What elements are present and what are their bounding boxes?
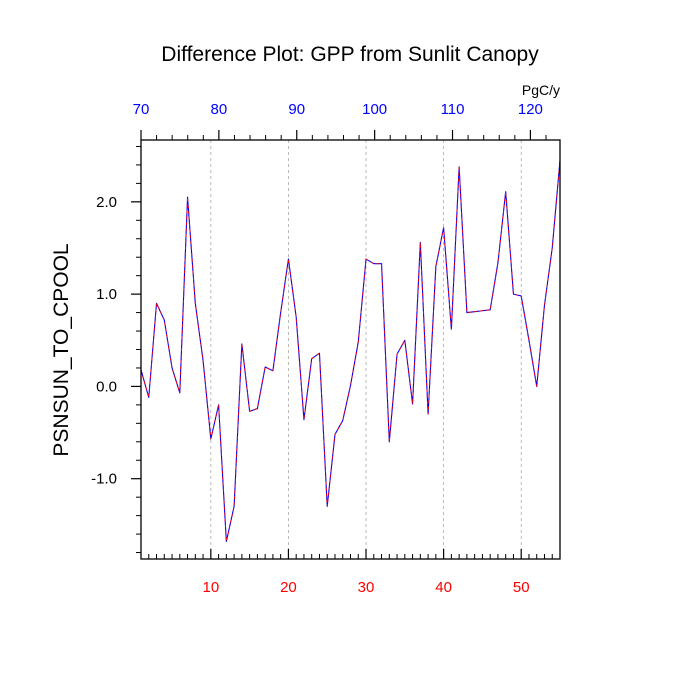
bottom-tick-label: 40 bbox=[435, 579, 452, 596]
top-tick-label: 70 bbox=[133, 101, 150, 118]
top-tick-label: 100 bbox=[362, 101, 387, 118]
y-tick-label: 1.0 bbox=[96, 286, 117, 303]
chart-title: Difference Plot: GPP from Sunlit Canopy bbox=[161, 43, 539, 66]
bottom-tick-label: 30 bbox=[358, 579, 375, 596]
y-tick-label: 2.0 bbox=[96, 194, 117, 211]
top-tick-label: 120 bbox=[518, 101, 543, 118]
axis-ticks bbox=[131, 130, 561, 559]
series-line-overlay bbox=[140, 160, 561, 542]
top-axis-units: PgC/y bbox=[522, 82, 560, 98]
top-tick-label: 80 bbox=[211, 101, 228, 118]
series-lines bbox=[140, 160, 561, 543]
y-axis-label: PSNSUN_TO_CPOOL bbox=[50, 243, 73, 456]
bottom-tick-label: 20 bbox=[280, 579, 297, 596]
bottom-tick-label: 50 bbox=[513, 579, 530, 596]
series-line bbox=[140, 160, 561, 543]
top-tick-label: 110 bbox=[441, 101, 465, 118]
tick-labels: 10 20 30 40 50 70 80 90 100 110 120 2.0 1.0 0.0 -1.0 bbox=[91, 101, 543, 596]
top-tick-label: 90 bbox=[288, 101, 305, 118]
plot-frame bbox=[140, 139, 561, 560]
grid-lines bbox=[210, 140, 522, 559]
y-tick-label: 0.0 bbox=[96, 378, 117, 395]
y-tick-label: -1.0 bbox=[91, 471, 117, 488]
bottom-tick-label: 10 bbox=[202, 579, 219, 596]
